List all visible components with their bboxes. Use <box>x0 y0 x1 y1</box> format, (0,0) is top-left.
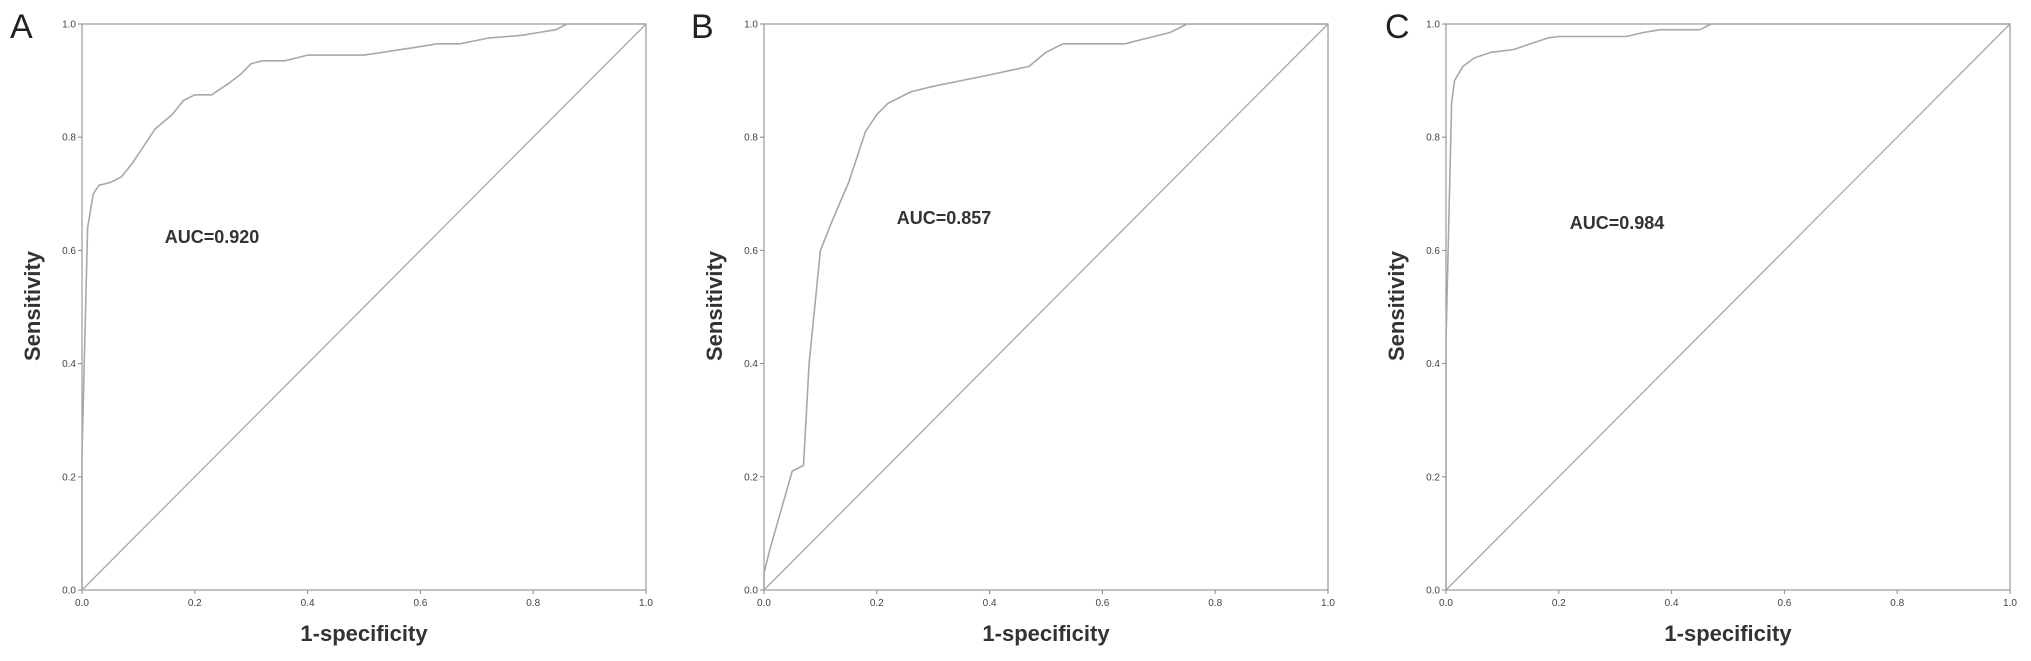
x-tick-label: 0.8 <box>1890 598 1904 609</box>
x-axis-label: 1-specificity <box>1664 621 1792 646</box>
y-tick-label: 1.0 <box>1426 20 1440 31</box>
panel-letter: B <box>691 8 714 46</box>
roc-chart-c: C 0.0 0.2 0.4 0.6 0.8 1.0 0.0 0.2 0.4 0.6 0.8 1.0 AUC… <box>1384 8 2017 646</box>
y-tick-label: 0.6 <box>1426 246 1440 257</box>
y-axis-label: Sensitivity <box>1384 250 1409 361</box>
y-tick-label: 0.8 <box>1426 133 1440 144</box>
y-tick-label: 0.4 <box>62 359 76 370</box>
roc-chart-b: B 0.0 0.2 0.4 0.6 0.8 1.0 0.0 0.2 0.4 0.6 0.8 1.0 AUC… <box>691 8 1335 646</box>
x-tick-label: 0.0 <box>1439 598 1453 609</box>
y-tick-label: 0.2 <box>1426 472 1440 483</box>
panel-letter: A <box>10 8 33 46</box>
x-tick-label: 0.8 <box>1208 598 1222 609</box>
reference-line <box>1445 23 2011 591</box>
y-tick-label: 0.0 <box>744 586 758 597</box>
y-axis-label: Sensitivity <box>20 250 45 361</box>
roc-chart-a: A 0.0 0.2 0.4 0.6 0.8 1.0 0.0 0.2 0.4 0.6 0.8 1.0 AUC… <box>10 8 653 646</box>
plot-frame <box>81 23 647 591</box>
roc-panel-c: C 0.0 0.2 0.4 0.6 0.8 1.0 0.0 0.2 0.4 0.6 0.8 1.0 AUC… <box>1354 0 2031 661</box>
x-tick-label: 1.0 <box>2003 598 2017 609</box>
x-tick-label: 0.4 <box>301 598 315 609</box>
y-tick-label: 0.6 <box>744 246 758 257</box>
x-axis-label: 1-specificity <box>300 621 428 646</box>
x-tick-label: 0.4 <box>1665 598 1679 609</box>
y-tick-label: 0.4 <box>1426 359 1440 370</box>
y-tick-label: 0.8 <box>62 133 76 144</box>
x-tick-label: 0.6 <box>1095 598 1109 609</box>
x-tick-label: 1.0 <box>639 598 653 609</box>
roc-curve <box>1445 23 2010 590</box>
y-tick-label: 1.0 <box>62 20 76 31</box>
auc-label: AUC=0.920 <box>165 227 260 247</box>
y-tick-label: 0.2 <box>744 472 758 483</box>
reference-line <box>81 23 647 591</box>
y-tick-label: 0.6 <box>62 246 76 257</box>
x-tick-label: 0.2 <box>870 598 884 609</box>
x-tick-label: 0.0 <box>757 598 771 609</box>
x-tick-label: 0.4 <box>983 598 997 609</box>
auc-label: AUC=0.857 <box>897 208 992 228</box>
y-tick-label: 0.0 <box>1426 586 1440 597</box>
x-tick-label: 0.2 <box>188 598 202 609</box>
x-tick-label: 0.2 <box>1552 598 1566 609</box>
y-tick-label: 0.8 <box>744 133 758 144</box>
x-tick-label: 0.6 <box>413 598 427 609</box>
roc-curve <box>81 23 646 590</box>
x-tick-label: 1.0 <box>1321 598 1335 609</box>
y-tick-label: 0.4 <box>744 359 758 370</box>
auc-label: AUC=0.984 <box>1570 213 1665 233</box>
y-axis-label: Sensitivity <box>702 250 727 361</box>
roc-curve <box>763 23 1328 590</box>
reference-line <box>763 23 1329 591</box>
roc-panel-b: B 0.0 0.2 0.4 0.6 0.8 1.0 0.0 0.2 0.4 0.6 0.8 1.0 AUC… <box>677 0 1354 661</box>
y-tick-label: 0.0 <box>62 586 76 597</box>
x-axis-label: 1-specificity <box>982 621 1110 646</box>
y-tick-label: 0.2 <box>62 472 76 483</box>
y-tick-label: 1.0 <box>744 20 758 31</box>
roc-panel-a: A 0.0 0.2 0.4 0.6 0.8 1.0 0.0 0.2 0.4 0.6 0.8 1.0 AUC… <box>0 0 677 661</box>
panel-letter: C <box>1385 8 1410 46</box>
x-tick-label: 0.6 <box>1777 598 1791 609</box>
x-tick-label: 0.8 <box>526 598 540 609</box>
plot-frame <box>763 23 1329 591</box>
x-tick-label: 0.0 <box>75 598 89 609</box>
